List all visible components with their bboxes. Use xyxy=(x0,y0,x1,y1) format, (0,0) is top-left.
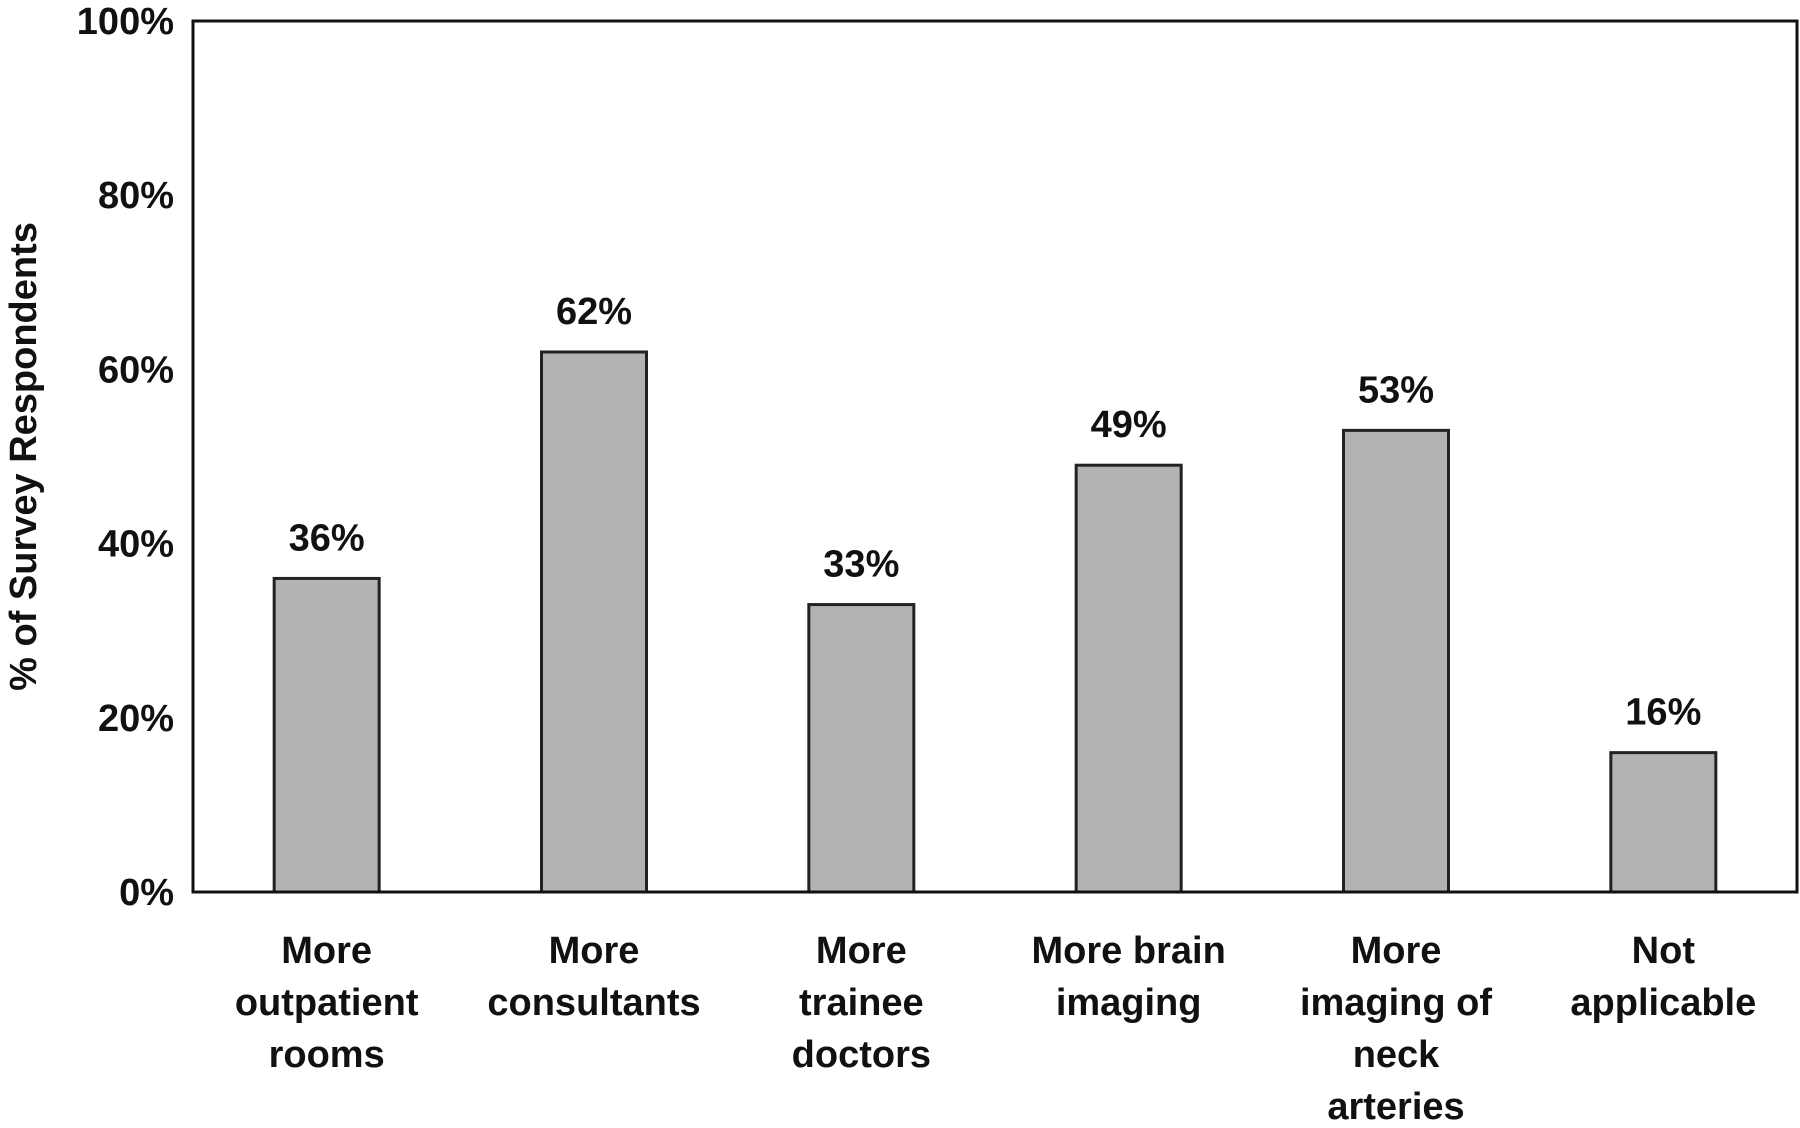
data-labels: 36% 62% 33% 49% 53% 16% xyxy=(289,291,1702,734)
y-tick-label: 0% xyxy=(119,872,174,914)
x-category-label-line: More xyxy=(549,930,640,972)
bar-data-label: 62% xyxy=(556,291,632,333)
x-category-label-line: neck xyxy=(1353,1034,1440,1076)
bar-data-label: 16% xyxy=(1625,692,1701,734)
x-category-label-line: arteries xyxy=(1327,1086,1464,1128)
category-labels: More outpatient rooms More consultants More tr… xyxy=(235,930,1756,1128)
y-axis-title: % of Survey Respondents xyxy=(3,222,45,691)
x-category-label-line: imaging xyxy=(1056,982,1202,1024)
x-category-label-line: doctors xyxy=(792,1034,931,1076)
y-tick-label: 60% xyxy=(98,349,174,391)
x-category-label-line: rooms xyxy=(269,1034,385,1076)
x-category-label-line: More xyxy=(816,930,907,972)
bar-data-label: 49% xyxy=(1091,404,1167,446)
bars xyxy=(272,350,1718,894)
x-category-label-line: Not xyxy=(1632,930,1696,972)
x-category-label: Not applicable xyxy=(1570,930,1756,1024)
bar xyxy=(1074,463,1183,894)
x-category-label-line: applicable xyxy=(1570,982,1756,1024)
y-axis-ticks: 0% 20% 40% 60% 80% 100% xyxy=(77,1,174,914)
x-category-label-line: trainee xyxy=(799,982,924,1024)
x-category-label: More brain imaging xyxy=(1032,930,1226,1024)
x-category-label: More trainee doctors xyxy=(792,930,931,1076)
bar-data-label: 53% xyxy=(1358,369,1434,411)
bar-data-label: 33% xyxy=(823,544,899,586)
y-tick-label: 100% xyxy=(77,1,174,43)
x-category-label: More consultants xyxy=(487,930,700,1024)
y-tick-label: 20% xyxy=(98,698,174,740)
x-category-label-line: imaging of xyxy=(1300,982,1492,1024)
x-category-label-line: More xyxy=(1351,930,1442,972)
y-tick-label: 80% xyxy=(98,175,174,217)
bar xyxy=(1342,428,1450,894)
bar-data-label: 36% xyxy=(289,517,365,559)
x-category-label-line: consultants xyxy=(487,982,700,1024)
bar xyxy=(540,350,648,894)
x-category-label-line: More xyxy=(281,930,372,972)
bar xyxy=(1609,751,1718,894)
bar xyxy=(272,576,381,894)
x-category-label-line: outpatient xyxy=(235,982,419,1024)
x-category-label: More outpatient rooms xyxy=(235,930,419,1076)
bar xyxy=(807,603,916,894)
x-category-label: More imaging of neck arteries xyxy=(1300,930,1492,1128)
x-category-label-line: More brain xyxy=(1032,930,1226,972)
plot-area-frame xyxy=(191,19,1799,894)
y-tick-label: 40% xyxy=(98,524,174,566)
